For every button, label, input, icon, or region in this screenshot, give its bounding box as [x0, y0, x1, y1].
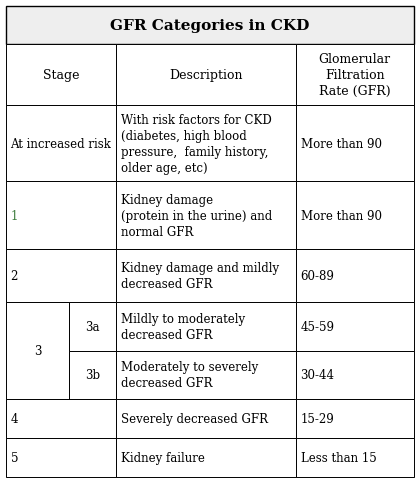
Bar [296, 302, 414, 351]
Text: Glomerular
Filtration
Rate (GFR): Glomerular Filtration Rate (GFR) [318, 53, 391, 98]
Text: 2: 2 [10, 270, 18, 283]
Bar [296, 351, 414, 399]
Bar [6, 399, 116, 438]
Text: GFR Categories in CKD: GFR Categories in CKD [110, 19, 310, 33]
Bar [6, 250, 116, 302]
Bar [296, 106, 414, 182]
Text: Description: Description [169, 69, 243, 82]
Bar [6, 45, 116, 106]
Bar [296, 438, 414, 477]
Bar [296, 399, 414, 438]
Text: 15-29: 15-29 [301, 412, 334, 425]
Bar [116, 438, 296, 477]
Bar [116, 399, 296, 438]
Text: Stage: Stage [43, 69, 79, 82]
Text: 1: 1 [10, 210, 18, 222]
Bar [116, 106, 296, 182]
Bar [296, 250, 414, 302]
Text: Kidney failure: Kidney failure [121, 451, 205, 464]
Text: More than 90: More than 90 [301, 210, 382, 222]
Bar [69, 302, 116, 351]
Text: Mildly to moderately
decreased GFR: Mildly to moderately decreased GFR [121, 312, 245, 341]
Bar [116, 351, 296, 399]
Bar [116, 182, 296, 250]
Bar [6, 106, 116, 182]
Bar [296, 182, 414, 250]
Bar [116, 250, 296, 302]
Text: 60-89: 60-89 [301, 270, 334, 283]
Text: Kidney damage and mildly
decreased GFR: Kidney damage and mildly decreased GFR [121, 262, 279, 291]
Text: 30-44: 30-44 [301, 369, 335, 382]
Text: With risk factors for CKD
(diabetes, high blood
pressure,  family history,
older: With risk factors for CKD (diabetes, hig… [121, 114, 272, 174]
Text: Moderately to severely
decreased GFR: Moderately to severely decreased GFR [121, 361, 259, 390]
Bar [6, 302, 69, 399]
Text: 3a: 3a [86, 320, 100, 333]
Text: At increased risk: At increased risk [10, 137, 111, 151]
Text: Severely decreased GFR: Severely decreased GFR [121, 412, 268, 425]
Text: 5: 5 [10, 451, 18, 464]
Text: Kidney damage
(protein in the urine) and
normal GFR: Kidney damage (protein in the urine) and… [121, 194, 273, 238]
Text: 3b: 3b [85, 369, 100, 382]
Text: Less than 15: Less than 15 [301, 451, 376, 464]
Text: 4: 4 [10, 412, 18, 425]
Bar [296, 45, 414, 106]
Text: More than 90: More than 90 [301, 137, 382, 151]
Bar [116, 45, 296, 106]
Bar [69, 351, 116, 399]
Bar [116, 302, 296, 351]
Text: 3: 3 [34, 345, 42, 358]
Bar [6, 182, 116, 250]
Bar [6, 7, 414, 45]
Text: 45-59: 45-59 [301, 320, 335, 333]
Bar [6, 438, 116, 477]
